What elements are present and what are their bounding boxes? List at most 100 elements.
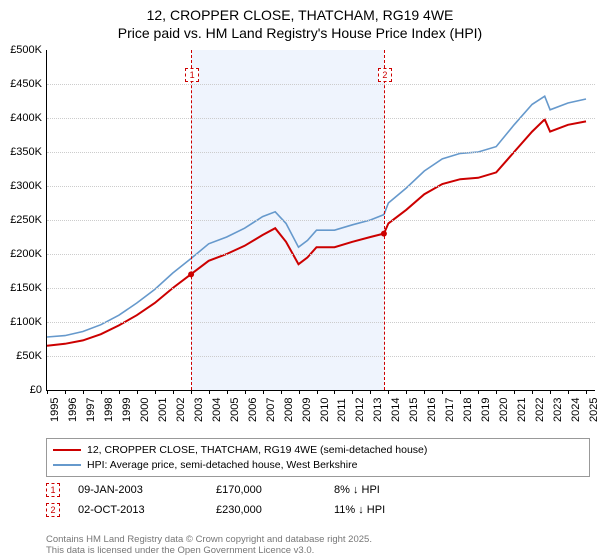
y-axis-label: £150K xyxy=(10,282,42,294)
attribution-line1: Contains HM Land Registry data © Crown c… xyxy=(46,534,372,545)
x-tick xyxy=(263,390,264,394)
x-tick xyxy=(550,390,551,394)
series-line xyxy=(47,96,586,337)
x-tick xyxy=(281,390,282,394)
title-line2: Price paid vs. HM Land Registry's House … xyxy=(118,25,482,41)
x-tick xyxy=(299,390,300,394)
x-tick xyxy=(352,390,353,394)
x-axis-label: 1999 xyxy=(121,398,133,422)
x-tick xyxy=(245,390,246,394)
gridline xyxy=(47,322,595,323)
x-axis-label: 2018 xyxy=(462,398,474,422)
x-axis-label: 2011 xyxy=(336,398,348,422)
x-tick xyxy=(514,390,515,394)
chart-area: 12 £0£50K£100K£150K£200K£250K£300K£350K£… xyxy=(46,50,594,410)
x-tick xyxy=(586,390,587,394)
x-tick xyxy=(173,390,174,394)
x-axis-label: 1996 xyxy=(67,398,79,422)
sale-row-marker: 1 xyxy=(46,483,60,497)
x-axis-label: 2025 xyxy=(588,398,600,422)
gridline xyxy=(47,118,595,119)
x-tick xyxy=(460,390,461,394)
sale-marker-line xyxy=(191,50,192,390)
x-axis-label: 2000 xyxy=(139,398,151,422)
y-axis-label: £100K xyxy=(10,316,42,328)
x-tick xyxy=(137,390,138,394)
sale-marker-label: 2 xyxy=(378,68,392,82)
x-tick xyxy=(227,390,228,394)
x-tick xyxy=(424,390,425,394)
x-axis-label: 2015 xyxy=(408,398,420,422)
sale-price: £230,000 xyxy=(216,504,316,516)
y-axis-label: £250K xyxy=(10,214,42,226)
x-axis-label: 2010 xyxy=(319,398,331,422)
sale-row-marker: 2 xyxy=(46,503,60,517)
x-tick xyxy=(496,390,497,394)
legend-item: HPI: Average price, semi-detached house,… xyxy=(53,458,583,473)
legend: 12, CROPPER CLOSE, THATCHAM, RG19 4WE (s… xyxy=(46,438,590,477)
gridline xyxy=(47,84,595,85)
legend-label: HPI: Average price, semi-detached house,… xyxy=(87,458,357,473)
sale-row: 202-OCT-2013£230,00011% ↓ HPI xyxy=(46,500,590,520)
x-tick xyxy=(47,390,48,394)
x-tick xyxy=(388,390,389,394)
gridline xyxy=(47,186,595,187)
x-tick xyxy=(532,390,533,394)
x-axis-label: 2002 xyxy=(175,398,187,422)
sale-marker-label: 1 xyxy=(185,68,199,82)
x-axis-label: 2014 xyxy=(390,398,402,422)
x-tick xyxy=(442,390,443,394)
legend-item: 12, CROPPER CLOSE, THATCHAM, RG19 4WE (s… xyxy=(53,443,583,458)
x-axis-label: 2001 xyxy=(157,398,169,422)
x-axis-label: 2019 xyxy=(480,398,492,422)
gridline xyxy=(47,254,595,255)
y-axis-label: £400K xyxy=(10,112,42,124)
x-axis-label: 2013 xyxy=(372,398,384,422)
x-tick xyxy=(191,390,192,394)
legend-swatch xyxy=(53,449,81,451)
x-tick xyxy=(83,390,84,394)
x-tick xyxy=(334,390,335,394)
sale-price: £170,000 xyxy=(216,484,316,496)
legend-label: 12, CROPPER CLOSE, THATCHAM, RG19 4WE (s… xyxy=(87,443,427,458)
x-axis-label: 2009 xyxy=(301,398,313,422)
x-axis-label: 2017 xyxy=(444,398,456,422)
legend-swatch xyxy=(53,464,81,466)
gridline xyxy=(47,356,595,357)
y-axis-label: £0 xyxy=(30,384,42,396)
x-tick xyxy=(101,390,102,394)
x-tick xyxy=(406,390,407,394)
sale-date: 09-JAN-2003 xyxy=(78,484,198,496)
sale-row: 1 09-JAN-2003 £170,000 8% ↓ HPI xyxy=(46,480,590,500)
x-tick xyxy=(317,390,318,394)
x-tick xyxy=(119,390,120,394)
x-tick xyxy=(155,390,156,394)
sales-table: 109-JAN-2003£170,0008% ↓ HPI202-OCT-2013… xyxy=(46,480,590,520)
x-axis-label: 2022 xyxy=(534,398,546,422)
y-axis-label: £450K xyxy=(10,78,42,90)
y-axis-label: £500K xyxy=(10,44,42,56)
x-tick xyxy=(478,390,479,394)
x-tick xyxy=(370,390,371,394)
y-axis-label: £200K xyxy=(10,248,42,260)
chart-title: 12, CROPPER CLOSE, THATCHAM, RG19 4WE Pr… xyxy=(0,0,600,42)
y-axis-label: £350K xyxy=(10,146,42,158)
x-axis-label: 1998 xyxy=(103,398,115,422)
attribution: Contains HM Land Registry data © Crown c… xyxy=(46,534,372,557)
y-axis-label: £50K xyxy=(16,350,42,362)
x-axis-label: 2024 xyxy=(570,398,582,422)
sale-pct: 8% ↓ HPI xyxy=(334,484,434,496)
x-axis-label: 2006 xyxy=(247,398,259,422)
title-line1: 12, CROPPER CLOSE, THATCHAM, RG19 4WE xyxy=(147,7,454,23)
x-axis-label: 2023 xyxy=(552,398,564,422)
x-axis-label: 2012 xyxy=(354,398,366,422)
sale-marker-line xyxy=(384,50,385,390)
x-axis-label: 2007 xyxy=(265,398,277,422)
gridline xyxy=(47,220,595,221)
attribution-line2: This data is licensed under the Open Gov… xyxy=(46,545,314,556)
x-tick xyxy=(65,390,66,394)
x-axis-label: 1997 xyxy=(85,398,97,422)
x-axis-label: 1995 xyxy=(49,398,61,422)
sale-pct: 11% ↓ HPI xyxy=(334,504,434,516)
x-axis-label: 2008 xyxy=(283,398,295,422)
